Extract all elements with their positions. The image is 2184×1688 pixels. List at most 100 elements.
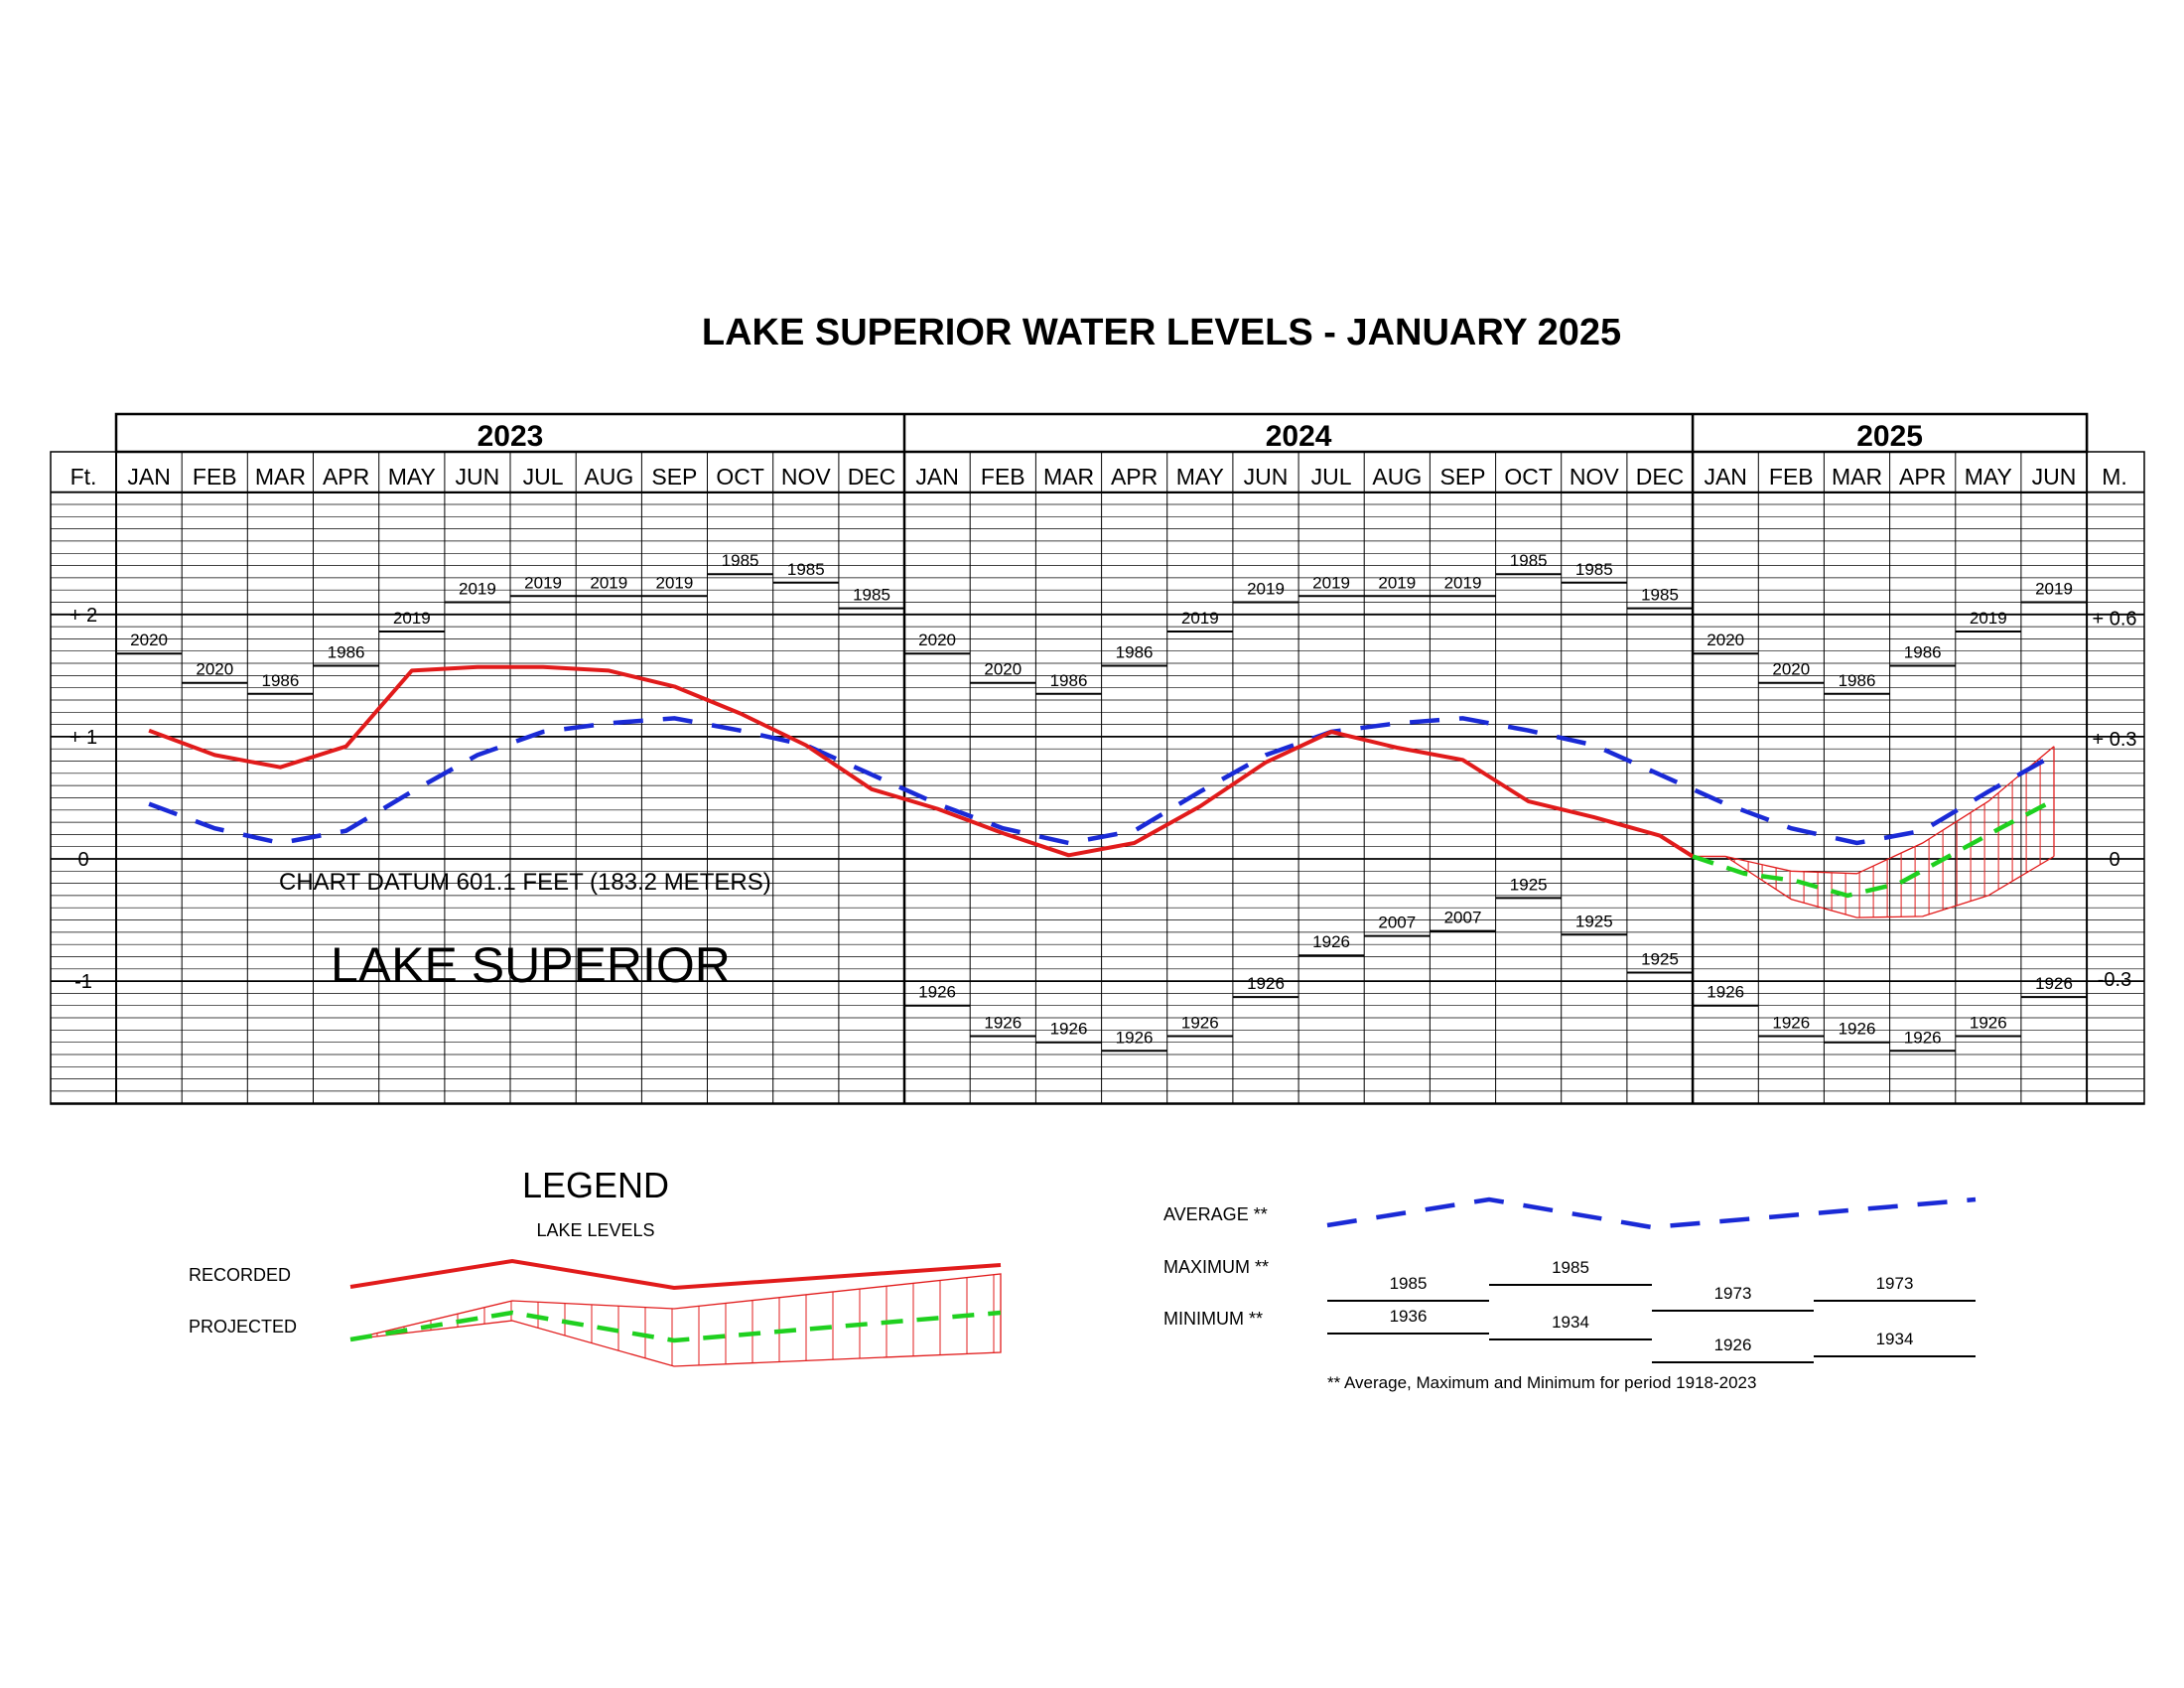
month-label-nov: NOV xyxy=(781,464,832,490)
month-label-dec: DEC xyxy=(848,464,896,490)
record-max-year: 2019 xyxy=(459,580,496,599)
legend-min-year: 1936 xyxy=(1390,1307,1428,1326)
legend-samples: 1985 1936 1985 1934 1973 1926 1973 1934 xyxy=(349,1196,1977,1367)
left-tick-label: -1 xyxy=(74,971,92,993)
legend-period-note: ** Average, Maximum and Minimum for peri… xyxy=(1327,1373,1756,1392)
legend-min-year: 1926 xyxy=(1714,1336,1752,1354)
record-max-year: 1986 xyxy=(261,671,299,690)
legend-heading: LEGEND xyxy=(522,1165,669,1205)
right-tick-label: 0 xyxy=(2109,849,2119,871)
legend-average-sample xyxy=(1326,1196,1977,1230)
left-tick-label: + 1 xyxy=(69,727,97,749)
record-min-year: 1926 xyxy=(1706,983,1744,1002)
record-min-year: 1926 xyxy=(1247,974,1285,993)
legend-min-year: 1934 xyxy=(1552,1313,1589,1332)
right-tick-label: + 0.3 xyxy=(2092,729,2136,751)
month-label-sep: SEP xyxy=(1439,464,1485,490)
average-line xyxy=(148,716,2056,846)
record-max-year: 2019 xyxy=(1378,573,1416,592)
legend-average-label: AVERAGE ** xyxy=(1163,1204,1268,1224)
record-min-year: 1925 xyxy=(1575,912,1613,930)
month-label-jan: JAN xyxy=(127,464,170,490)
legend: LEGEND LAKE LEVELS RECORDED PROJECTED AV… xyxy=(189,1165,1977,1392)
record-min-year: 2007 xyxy=(1444,909,1482,927)
year-band xyxy=(114,412,2089,454)
month-label-oct: OCT xyxy=(716,464,764,490)
record-min-year: 1926 xyxy=(1050,1020,1088,1039)
left-tick-label: + 2 xyxy=(69,605,97,627)
month-label-apr: APR xyxy=(1899,464,1946,490)
month-label-apr: APR xyxy=(1111,464,1158,490)
outer-frame xyxy=(50,451,2145,1105)
record-min-year: 1926 xyxy=(918,983,956,1002)
legend-maximum-label: MAXIMUM ** xyxy=(1163,1257,1269,1277)
record-max-year: 2019 xyxy=(1247,580,1285,599)
legend-max-year: 1973 xyxy=(1714,1284,1752,1303)
year-label-2025: 2025 xyxy=(1856,420,1923,453)
record-max-year: 1985 xyxy=(1575,560,1613,579)
month-label-may: MAY xyxy=(388,464,436,490)
month-label-may: MAY xyxy=(1965,464,2012,490)
record-min-year: 1925 xyxy=(1641,950,1679,969)
record-min-year: 1925 xyxy=(1510,875,1548,894)
right-unit-label: M. xyxy=(2102,464,2127,490)
chart-title: LAKE SUPERIOR WATER LEVELS - JANUARY 202… xyxy=(702,312,1621,353)
month-label-jul: JUL xyxy=(1311,464,1352,490)
year-label-2023: 2023 xyxy=(478,420,544,453)
month-label-jan: JAN xyxy=(1704,464,1746,490)
record-max-year: 2020 xyxy=(130,631,168,649)
record-max-year: 1986 xyxy=(328,643,365,662)
record-max-year: 1986 xyxy=(1050,671,1088,690)
month-label-may: MAY xyxy=(1176,464,1224,490)
record-min-year: 1926 xyxy=(1970,1014,2007,1033)
record-max-year: 2019 xyxy=(1970,609,2007,628)
record-min-year: 1926 xyxy=(1312,932,1350,951)
record-min-year: 1926 xyxy=(1839,1020,1876,1039)
month-label-apr: APR xyxy=(323,464,369,490)
projection-lower-bound xyxy=(1693,855,2055,918)
month-label-aug: AUG xyxy=(584,464,633,490)
record-max-year: 1985 xyxy=(722,551,759,570)
record-min-year: 1926 xyxy=(1904,1028,1942,1047)
month-label-jun: JUN xyxy=(1244,464,1289,490)
month-label-jun: JUN xyxy=(456,464,500,490)
record-min-year: 1926 xyxy=(1181,1014,1219,1033)
record-max-year: 1985 xyxy=(1510,551,1548,570)
month-label-jan: JAN xyxy=(915,464,958,490)
record-min-year: 2007 xyxy=(1378,914,1416,932)
projected-line xyxy=(1692,797,2056,899)
record-min-year: 1926 xyxy=(1116,1028,1154,1047)
record-min-year: 1926 xyxy=(1772,1014,1810,1033)
left-tick-label: 0 xyxy=(77,849,88,871)
record-max-year: 1985 xyxy=(787,560,825,579)
record-max-year: 2019 xyxy=(590,573,627,592)
month-label-oct: OCT xyxy=(1504,464,1553,490)
legend-max-year: 1973 xyxy=(1876,1274,1914,1293)
month-label-feb: FEB xyxy=(1769,464,1814,490)
record-max-year: 2019 xyxy=(1444,573,1482,592)
record-max-year: 2019 xyxy=(1312,573,1350,592)
record-max-year: 1986 xyxy=(1116,643,1154,662)
legend-max-year: 1985 xyxy=(1390,1274,1428,1293)
record-max-year: 2020 xyxy=(984,660,1022,679)
gridlines xyxy=(51,452,2144,1105)
record-max-year: 2019 xyxy=(2035,580,2073,599)
legend-max-year: 1985 xyxy=(1552,1258,1589,1277)
legend-recorded-label: RECORDED xyxy=(189,1265,291,1285)
legend-minimum-label: MINIMUM ** xyxy=(1163,1309,1263,1329)
chart-frame xyxy=(50,412,2145,1105)
month-label-mar: MAR xyxy=(1832,464,1882,490)
record-levels: 2020 2020 1986 1986 2019 2019 2019 2019 2019 1985… xyxy=(116,551,2088,1053)
year-label-2024: 2024 xyxy=(1266,420,1332,453)
y-axis-labels: + 2 + 1 0 -1 + 0.6 + 0.3 0 -0.3 xyxy=(69,605,2137,993)
legend-projected-sample xyxy=(349,1310,1002,1343)
record-max-year: 1986 xyxy=(1839,671,1876,690)
month-label-jun: JUN xyxy=(2032,464,2077,490)
month-label-sep: SEP xyxy=(651,464,697,490)
record-max-year: 2019 xyxy=(393,609,431,628)
month-label-nov: NOV xyxy=(1570,464,1620,490)
left-unit-label: Ft. xyxy=(70,464,97,490)
month-label-mar: MAR xyxy=(255,464,306,490)
record-max-year: 1986 xyxy=(1904,643,1942,662)
